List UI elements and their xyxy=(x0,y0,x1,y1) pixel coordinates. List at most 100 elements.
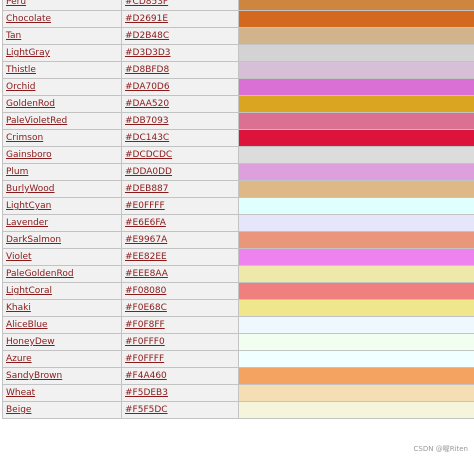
color-swatch xyxy=(238,163,474,181)
color-name-cell: PaleVioletRed xyxy=(2,112,122,130)
color-name-link[interactable]: Azure xyxy=(6,354,32,364)
table-row: PaleVioletRed #DB7093 xyxy=(2,112,474,130)
color-name-link[interactable]: LightCoral xyxy=(6,286,52,296)
color-swatch xyxy=(238,44,474,62)
color-name-link[interactable]: Beige xyxy=(6,405,32,415)
color-hex-link[interactable]: #D8BFD8 xyxy=(125,65,170,75)
color-hex-link[interactable]: #CD853F xyxy=(125,0,169,7)
color-name-link[interactable]: Lavender xyxy=(6,218,49,228)
color-hex-link[interactable]: #DDA0DD xyxy=(125,167,172,177)
color-name-link[interactable]: Plum xyxy=(6,167,29,177)
table-row: Wheat #F5DEB3 xyxy=(2,384,474,402)
color-name-link[interactable]: GoldenRod xyxy=(6,99,56,109)
color-hex-link[interactable]: #D3D3D3 xyxy=(125,48,171,58)
color-hex-link[interactable]: #DAA520 xyxy=(125,99,170,109)
color-swatch xyxy=(238,384,474,402)
color-name-cell: PaleGoldenRod xyxy=(2,265,122,283)
table-row: Azure #F0FFFF xyxy=(2,350,474,368)
color-hex-link[interactable]: #F5DEB3 xyxy=(125,388,168,398)
color-name-link[interactable]: Orchid xyxy=(6,82,36,92)
color-swatch xyxy=(238,401,474,419)
color-name-cell: Crimson xyxy=(2,129,122,147)
color-hex-cell: #D8BFD8 xyxy=(121,61,239,79)
color-name-link[interactable]: Peru xyxy=(6,0,27,7)
color-name-link[interactable]: DarkSalmon xyxy=(6,235,62,245)
color-name-link[interactable]: LightCyan xyxy=(6,201,52,211)
color-hex-link[interactable]: #DC143C xyxy=(125,133,170,143)
color-name-cell: Plum xyxy=(2,163,122,181)
color-hex-link[interactable]: #DA70D6 xyxy=(125,82,170,92)
color-hex-link[interactable]: #F0FFFF xyxy=(125,354,165,364)
color-swatch xyxy=(238,333,474,351)
color-hex-cell: #D3D3D3 xyxy=(121,44,239,62)
table-row: BurlyWood #DEB887 xyxy=(2,180,474,198)
table-row: LightCoral #F08080 xyxy=(2,282,474,300)
color-name-link[interactable]: PaleGoldenRod xyxy=(6,269,74,279)
color-name-cell: DarkSalmon xyxy=(2,231,122,249)
color-name-cell: Orchid xyxy=(2,78,122,96)
color-name-link[interactable]: Crimson xyxy=(6,133,44,143)
color-hex-link[interactable]: #DCDCDC xyxy=(125,150,173,160)
color-name-link[interactable]: BurlyWood xyxy=(6,184,55,194)
color-hex-link[interactable]: #D2B48C xyxy=(125,31,170,41)
color-rows: Peru #CD853F Chocolate #D2691E Tan #D2B48C Lig… xyxy=(2,0,474,419)
color-hex-link[interactable]: #F0E68C xyxy=(125,303,167,313)
color-hex-link[interactable]: #E0FFFF xyxy=(125,201,165,211)
color-swatch xyxy=(238,112,474,130)
color-hex-link[interactable]: #F0FFF0 xyxy=(125,337,165,347)
color-hex-cell: #DDA0DD xyxy=(121,163,239,181)
color-name-cell: Gainsboro xyxy=(2,146,122,164)
color-name-link[interactable]: HoneyDew xyxy=(6,337,55,347)
color-hex-cell: #F5DEB3 xyxy=(121,384,239,402)
color-hex-cell: #EEE8AA xyxy=(121,265,239,283)
color-hex-link[interactable]: #EE82EE xyxy=(125,252,167,262)
color-name-link[interactable]: PaleVioletRed xyxy=(6,116,68,126)
color-name-cell: Wheat xyxy=(2,384,122,402)
color-hex-cell: #F0FFFF xyxy=(121,350,239,368)
color-hex-link[interactable]: #F08080 xyxy=(125,286,167,296)
color-name-cell: Peru xyxy=(2,0,122,11)
color-swatch xyxy=(238,197,474,215)
color-swatch xyxy=(238,61,474,79)
table-row: LightCyan #E0FFFF xyxy=(2,197,474,215)
color-name-link[interactable]: AliceBlue xyxy=(6,320,48,330)
color-hex-link[interactable]: #E9967A xyxy=(125,235,168,245)
table-row: Khaki #F0E68C xyxy=(2,299,474,317)
color-hex-link[interactable]: #EEE8AA xyxy=(125,269,168,279)
color-name-cell: GoldenRod xyxy=(2,95,122,113)
color-name-cell: SandyBrown xyxy=(2,367,122,385)
color-name-link[interactable]: Wheat xyxy=(6,388,36,398)
color-name-link[interactable]: Thistle xyxy=(6,65,36,75)
color-swatch xyxy=(238,350,474,368)
color-name-cell: Tan xyxy=(2,27,122,45)
color-hex-link[interactable]: #DEB887 xyxy=(125,184,169,194)
color-swatch xyxy=(238,265,474,283)
watermark: CSDN @喔Riten xyxy=(413,445,468,453)
color-name-link[interactable]: SandyBrown xyxy=(6,371,63,381)
table-row: HoneyDew #F0FFF0 xyxy=(2,333,474,351)
color-name-link[interactable]: LightGray xyxy=(6,48,50,58)
color-name-link[interactable]: Khaki xyxy=(6,303,31,313)
color-swatch xyxy=(238,316,474,334)
color-name-link[interactable]: Violet xyxy=(6,252,32,262)
color-hex-cell: #E9967A xyxy=(121,231,239,249)
color-hex-link[interactable]: #F4A460 xyxy=(125,371,167,381)
color-hex-cell: #DC143C xyxy=(121,129,239,147)
color-name-link[interactable]: Gainsboro xyxy=(6,150,52,160)
color-hex-link[interactable]: #F0F8FF xyxy=(125,320,165,330)
color-name-cell: Beige xyxy=(2,401,122,419)
color-swatch xyxy=(238,27,474,45)
color-swatch xyxy=(238,248,474,266)
color-name-link[interactable]: Chocolate xyxy=(6,14,52,24)
color-hex-link[interactable]: #E6E6FA xyxy=(125,218,166,228)
color-hex-link[interactable]: #F5F5DC xyxy=(125,405,168,415)
color-hex-cell: #F0FFF0 xyxy=(121,333,239,351)
color-swatch xyxy=(238,180,474,198)
color-name-cell: Chocolate xyxy=(2,10,122,28)
color-name-link[interactable]: Tan xyxy=(6,31,22,41)
color-hex-link[interactable]: #D2691E xyxy=(125,14,169,24)
color-name-cell: LightCyan xyxy=(2,197,122,215)
color-hex-link[interactable]: #DB7093 xyxy=(125,116,169,126)
color-name-cell: Thistle xyxy=(2,61,122,79)
color-swatch xyxy=(238,214,474,232)
